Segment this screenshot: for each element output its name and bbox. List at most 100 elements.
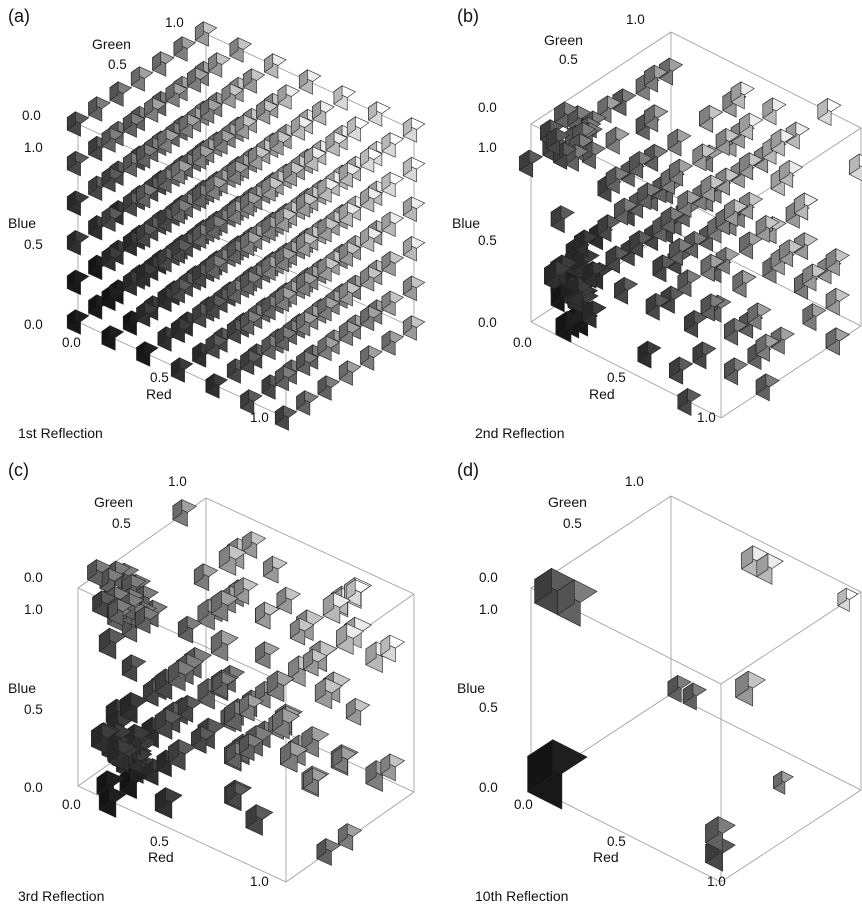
cube-face	[192, 144, 202, 164]
cube-face	[170, 198, 180, 219]
cube-face	[669, 158, 680, 181]
blue-tick-0: 0.0	[479, 780, 498, 795]
cube-face	[756, 552, 769, 578]
green-tick-0: 0.0	[478, 100, 497, 115]
cube-face	[677, 189, 688, 212]
green-tick-05: 0.5	[112, 516, 131, 531]
cube-face	[261, 215, 271, 236]
blue-tick-0: 0.0	[478, 315, 497, 330]
cube-face	[322, 592, 334, 617]
cube-face	[669, 237, 680, 260]
cube-face	[157, 246, 167, 267]
cube-face	[205, 175, 215, 195]
cube-face	[101, 166, 111, 187]
cube-face	[191, 725, 201, 748]
cube-face	[739, 231, 750, 253]
cube-face	[233, 576, 244, 599]
red-tick-1: 1.0	[697, 410, 716, 425]
blue-tick-1: 1.0	[479, 602, 498, 617]
cube-face	[122, 270, 132, 291]
cube-face	[91, 722, 102, 748]
cube-face	[108, 598, 118, 620]
cube-face	[755, 214, 767, 237]
cube-face	[699, 104, 710, 127]
cube-face	[98, 786, 110, 811]
cube-face	[88, 294, 98, 314]
cube-face	[817, 97, 828, 120]
cube-face	[101, 206, 111, 226]
cube-face	[644, 104, 655, 126]
cube-face	[837, 587, 847, 607]
red-tick-0: 0.0	[514, 797, 533, 812]
cube-face	[192, 183, 202, 204]
red-axis-label: Red	[148, 849, 174, 865]
cube-face	[732, 269, 743, 292]
cube-face	[234, 114, 244, 134]
green-axis-label: Green	[94, 494, 133, 510]
cube-face	[144, 97, 154, 117]
cube-face	[255, 601, 265, 623]
cube-face	[380, 634, 391, 656]
cube-face	[177, 615, 188, 637]
cube-face	[325, 131, 335, 151]
cube-face	[724, 198, 735, 221]
panel-label: (a)	[8, 6, 30, 26]
cube-face	[802, 303, 813, 325]
cube-face	[317, 256, 327, 276]
cube-face	[192, 302, 202, 323]
blue-tick-0: 0.0	[24, 317, 43, 332]
cube-face	[747, 302, 758, 324]
cube-face	[194, 21, 204, 41]
green-tick-05: 0.5	[108, 57, 127, 72]
cube-face	[802, 263, 813, 285]
blue-axis-label: Blue	[8, 215, 37, 231]
cube-face	[276, 586, 287, 608]
cube-face	[261, 294, 271, 315]
cube-face	[245, 804, 257, 829]
cube-face	[178, 113, 188, 133]
cube-face	[724, 357, 735, 379]
cube-face	[825, 248, 837, 270]
cube-face	[261, 255, 271, 275]
cube-face	[130, 66, 140, 86]
cube-face	[136, 222, 146, 242]
cube-face	[314, 677, 326, 702]
blue-axis-label: Blue	[452, 215, 481, 231]
cube-face	[381, 132, 391, 152]
cube-face	[301, 725, 313, 751]
blue-tick-1: 1.0	[24, 602, 43, 617]
cube-face	[156, 749, 167, 771]
cube-face	[316, 837, 327, 860]
cube-face	[224, 700, 236, 725]
cube-face	[210, 590, 222, 615]
cube-face	[226, 199, 236, 220]
cube-face	[534, 567, 552, 604]
red-tick-0: 0.0	[513, 335, 532, 350]
cube-face	[212, 671, 223, 693]
green-tick-05: 0.5	[563, 516, 582, 531]
panel-caption: 1st Reflection	[18, 425, 103, 441]
cube-face	[210, 629, 222, 654]
cube-face	[136, 182, 146, 203]
cube-face	[170, 357, 180, 377]
cube-face	[597, 214, 608, 236]
cube-face	[677, 269, 688, 291]
cube-face	[226, 358, 236, 378]
cube-face	[98, 627, 110, 652]
cube-face	[66, 269, 76, 290]
cube-face	[825, 327, 837, 349]
cube-face	[274, 246, 284, 267]
cube-face	[168, 738, 180, 764]
red-tick-1: 1.0	[250, 874, 269, 889]
cube-face	[755, 333, 767, 356]
cube-face	[173, 36, 183, 56]
cube-face	[303, 648, 313, 670]
cube-face	[337, 822, 348, 845]
cube-face	[667, 674, 679, 697]
red-axis-label: Red	[593, 849, 619, 865]
cube-face	[226, 239, 236, 259]
cube-face	[274, 325, 284, 346]
cube-face	[255, 680, 265, 703]
cube-face	[735, 670, 749, 698]
cube-face	[605, 245, 617, 267]
